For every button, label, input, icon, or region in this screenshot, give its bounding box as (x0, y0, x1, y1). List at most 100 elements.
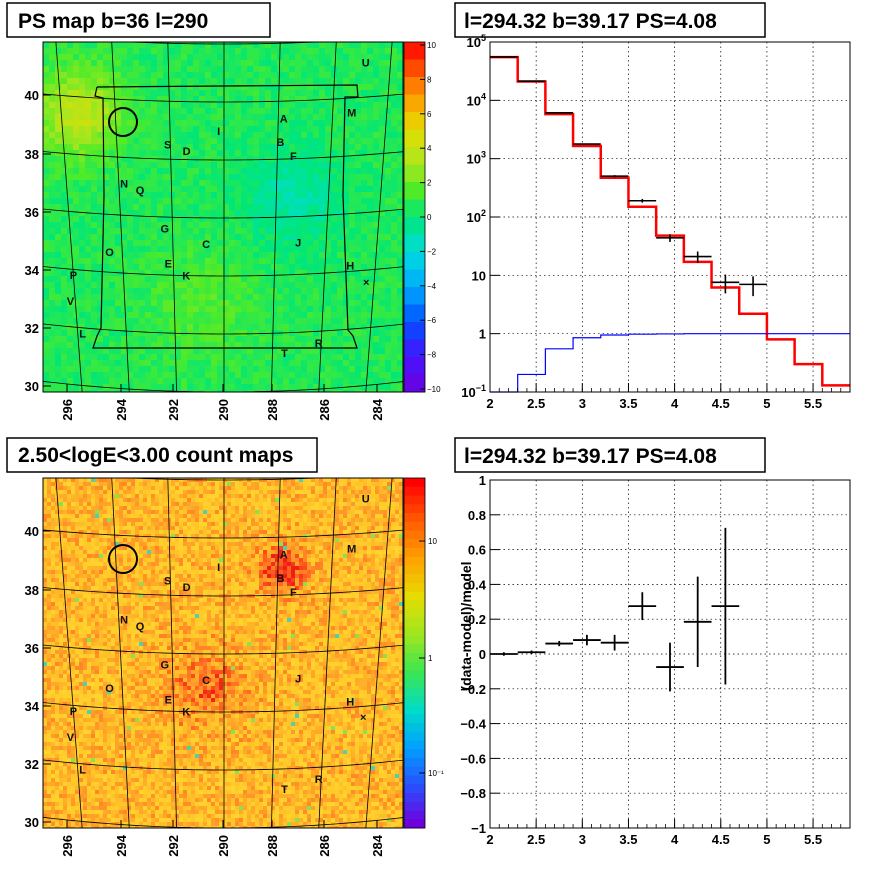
source-label-j: J (295, 238, 301, 250)
y-tick-label: 30 (25, 815, 39, 830)
residual-point (573, 634, 601, 646)
data-point (739, 276, 767, 297)
source-label-l: L (79, 765, 86, 777)
spectrum-title-box (454, 2, 766, 38)
source-label-j: J (295, 674, 301, 686)
source-label-o: O (105, 683, 114, 695)
source-label-i: I (217, 126, 220, 138)
source-label-l: L (79, 329, 86, 341)
x-tick-label: 4 (671, 396, 679, 411)
ps-map-panel: PS map b=36 l=290 AB C D E F G H I J K L M N O P Q R S T U V… (6, 2, 441, 421)
y-tick-label: 40 (25, 524, 39, 539)
y-tick-label: 104 (467, 91, 486, 108)
data-point (545, 112, 574, 114)
ps-map-x-ticks: 296 294 292 290 288 286 284 (60, 384, 385, 421)
y-tick-label: 0.2 (468, 612, 486, 627)
data-point (573, 143, 601, 145)
spectrum-y-ticks: 10−1 1 10 102 103 104 105 (461, 33, 500, 400)
x-tick-label: 5.5 (804, 832, 822, 847)
y-tick-label: 1 (479, 327, 486, 342)
ps-map-colorbar (403, 41, 426, 393)
count-map-colorbar-ticks: 10 1 10⁻¹ (419, 537, 444, 778)
residual-point (517, 650, 546, 654)
x-tick-label: 286 (317, 835, 332, 857)
y-tick-label: 0.4 (468, 577, 487, 592)
y-tick-label: 36 (25, 641, 39, 656)
x-tick-label: 3.5 (619, 832, 637, 847)
source-label-o: O (105, 247, 114, 259)
count-map-y-ticks: 30 32 34 36 38 40 (25, 524, 51, 830)
count-map-title-box (6, 437, 318, 473)
colorbar-tick-label: 4 (427, 144, 432, 153)
colorbar-tick-label: 10⁻¹ (428, 769, 444, 778)
x-tick-label: 284 (370, 834, 385, 856)
source-label-c: C (202, 675, 210, 687)
ps-map-roi-outline (92, 84, 359, 349)
y-tick-label: 102 (467, 208, 486, 225)
data-point (628, 198, 657, 203)
y-tick-label: 105 (467, 33, 486, 50)
background-step-line (490, 333, 850, 393)
spectrum-series (490, 55, 850, 393)
ps-map-source-labels: AB C D E F G H I J K L M N O P Q R S T U V (67, 57, 370, 360)
x-tick-label: 5 (763, 832, 770, 847)
data-point (656, 234, 684, 242)
ps-map-heatmap (43, 42, 403, 392)
x-tick-label: 294 (114, 834, 129, 856)
y-tick-label: 38 (25, 583, 39, 598)
source-label-i: I (217, 562, 220, 574)
residual-point (711, 527, 740, 685)
x-tick-label: 4.5 (712, 396, 730, 411)
count-map-source-labels: AB C D E F G H I J K L M N O P Q R S T U V (67, 493, 370, 796)
count-map-panel: 2.50<logE<3.00 count maps AB C D E F G H I J K L M N… (6, 437, 444, 857)
residual-panel: l=294.32 b=39.17 PS=4.08 2 2.5 3 3.5 4 4.5 5 5.… (454, 437, 851, 847)
y-tick-label: 10 (472, 268, 486, 283)
source-label-m: M (347, 107, 356, 119)
spectrum-grid (490, 42, 850, 392)
source-label-b: B (276, 573, 284, 585)
colorbar-tick-label: −8 (427, 351, 437, 360)
source-label-n: N (120, 178, 128, 190)
y-tick-label: 34 (25, 699, 40, 714)
y-tick-label: 0 (479, 647, 486, 662)
source-label-f: F (290, 151, 297, 163)
residual-title-box (454, 437, 766, 473)
count-map-coordinate-grid (43, 478, 403, 828)
x-tick-label: 286 (317, 399, 332, 421)
colorbar-tick-label: 10 (428, 537, 437, 546)
residual-y-axis-label: (data-model)/model (458, 561, 474, 690)
y-tick-label: −0.2 (460, 682, 486, 697)
ps-map-title: PS map b=36 l=290 (18, 10, 208, 33)
source-label-e: E (165, 259, 172, 271)
residual-title: l=294.32 b=39.17 PS=4.08 (464, 445, 717, 468)
y-tick-label: 38 (25, 147, 39, 162)
spectrum-x-ticks: 2 2.5 3 3.5 4 4.5 5 5.5 (486, 383, 851, 411)
count-map-colorbar (403, 477, 426, 829)
count-map-target-circle (108, 544, 138, 574)
colorbar-tick-label: −10 (427, 385, 441, 394)
y-tick-label: 36 (25, 205, 39, 220)
source-label-s: S (164, 140, 171, 152)
y-tick-label: −0.6 (460, 751, 486, 766)
spectrum-panel: l=294.32 b=39.17 PS=4.08 2 2.5 3 3.5 4 4.5 5 5.… (454, 2, 851, 411)
source-label-n: N (120, 614, 128, 626)
count-map-title: 2.50<logE<3.00 count maps (18, 444, 293, 467)
ps-map-title-box (6, 2, 271, 38)
source-label-d: D (183, 146, 191, 158)
source-label-k: K (182, 271, 190, 283)
count-map-x-ticks: 296 294 292 290 288 286 284 (60, 820, 385, 857)
colorbar-tick-label: 2 (427, 179, 432, 188)
source-label-a: A (280, 550, 288, 562)
x-tick-label: 2 (486, 832, 493, 847)
source-label-r: R (315, 338, 323, 350)
residual-series (490, 527, 740, 692)
residual-point (683, 576, 712, 668)
source-label-m: M (347, 543, 356, 555)
y-tick-label: 30 (25, 379, 39, 394)
spectrum-title: l=294.32 b=39.17 PS=4.08 (464, 10, 717, 33)
source-label-t: T (281, 784, 288, 796)
y-tick-label: 103 (467, 150, 486, 167)
y-tick-label: 10−1 (461, 383, 486, 400)
source-label-b: B (276, 137, 284, 149)
x-tick-label: 288 (265, 835, 280, 857)
